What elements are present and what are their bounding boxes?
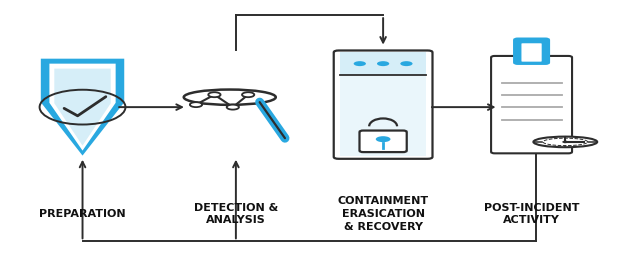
Circle shape xyxy=(190,102,202,107)
FancyBboxPatch shape xyxy=(360,131,407,152)
FancyBboxPatch shape xyxy=(521,43,542,62)
Circle shape xyxy=(377,61,389,66)
Circle shape xyxy=(562,141,568,143)
Text: DETECTION &
ANALYSIS: DETECTION & ANALYSIS xyxy=(194,202,278,225)
Circle shape xyxy=(376,136,391,142)
Circle shape xyxy=(400,61,412,66)
Bar xyxy=(340,76,426,156)
FancyBboxPatch shape xyxy=(514,39,549,64)
Circle shape xyxy=(353,61,366,66)
Text: POST-INCIDENT
ACTIVITY: POST-INCIDENT ACTIVITY xyxy=(484,202,579,225)
Circle shape xyxy=(208,92,220,97)
FancyBboxPatch shape xyxy=(491,56,572,153)
Text: PREPARATION: PREPARATION xyxy=(39,209,126,219)
Text: CONTAINMENT
ERASICATION
& RECOVERY: CONTAINMENT ERASICATION & RECOVERY xyxy=(337,196,429,232)
Polygon shape xyxy=(50,64,116,151)
FancyBboxPatch shape xyxy=(334,51,433,159)
Polygon shape xyxy=(41,59,124,155)
Polygon shape xyxy=(54,69,111,146)
Circle shape xyxy=(227,105,239,110)
Bar xyxy=(340,53,426,75)
Circle shape xyxy=(242,92,254,97)
Ellipse shape xyxy=(534,137,597,147)
Ellipse shape xyxy=(184,90,275,105)
Ellipse shape xyxy=(534,137,597,147)
